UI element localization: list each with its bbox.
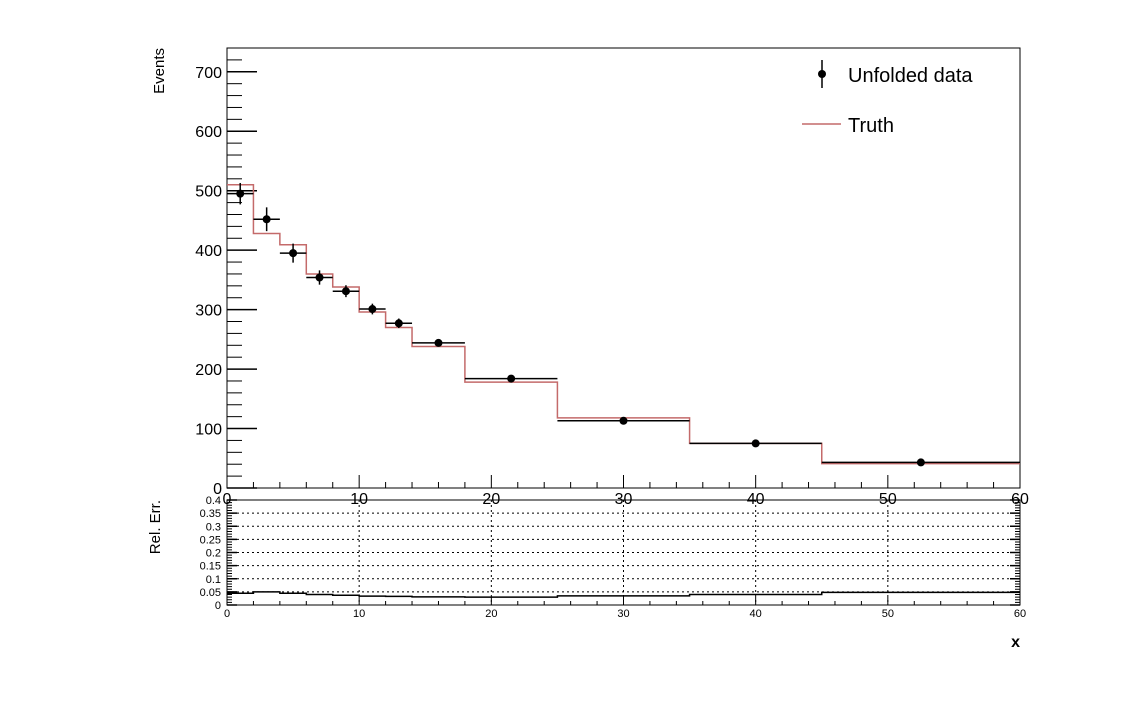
ratio-x-tick-label: 50 <box>882 608 894 620</box>
data-point <box>368 305 377 314</box>
ratio-y-tick-label: 0.35 <box>200 508 221 520</box>
ratio-y-tick-label: 0.25 <box>200 534 221 546</box>
ratio-x-tick-label: 60 <box>1014 608 1026 620</box>
ratio-series <box>227 591 1020 598</box>
main-axis-ticks: 01002003004005006007000102030405060 <box>195 59 1029 508</box>
data-point <box>341 287 350 296</box>
ratio-y-tick-label: 0 <box>215 600 221 612</box>
legend-data-marker <box>818 70 826 78</box>
rel-err-step-line <box>227 591 1020 598</box>
truth-step-line <box>227 184 1020 465</box>
data-point <box>315 273 324 282</box>
ratio-y-tick-label: 0.05 <box>200 587 221 599</box>
main-x-tick-label: 40 <box>747 491 765 508</box>
ratio-x-tick-label: 0 <box>224 608 230 620</box>
main-y-axis-title: Events <box>151 48 168 94</box>
ratio-x-tick-label: 40 <box>750 608 762 620</box>
data-point <box>262 215 271 224</box>
data-point <box>619 416 628 425</box>
data-point <box>434 338 443 347</box>
legend-entry-unfolded-data: Unfolded data <box>848 65 973 87</box>
ratio-y-tick-label: 0.15 <box>200 561 221 573</box>
main-y-tick-label: 0 <box>213 481 222 498</box>
ratio-y-tick-label: 0.2 <box>206 548 221 560</box>
data-point <box>507 374 516 383</box>
main-x-tick-label: 20 <box>482 491 500 508</box>
ratio-y-tick-label: 0.3 <box>206 521 221 533</box>
main-x-tick-label: 60 <box>1011 491 1029 508</box>
ratio-y-tick-label: 0.4 <box>206 495 221 507</box>
main-y-tick-label: 400 <box>195 243 222 260</box>
ratio-y-axis-title: Rel. Err. <box>147 500 164 554</box>
ratio-y-tick-label: 0.1 <box>206 574 221 586</box>
main-y-tick-label: 200 <box>195 362 222 379</box>
main-y-tick-label: 500 <box>195 184 222 201</box>
data-point <box>916 458 925 467</box>
main-x-tick-label: 30 <box>615 491 633 508</box>
main-x-tick-label: 50 <box>879 491 897 508</box>
main-y-tick-label: 100 <box>195 422 222 439</box>
main-y-tick-label: 600 <box>195 124 222 141</box>
main-y-tick-label: 300 <box>195 303 222 320</box>
ratio-x-tick-label: 30 <box>617 608 629 620</box>
main-y-tick-label: 700 <box>195 65 222 82</box>
data-point <box>289 249 298 258</box>
ratio-grid <box>227 500 1020 605</box>
main-series <box>227 182 1020 467</box>
ratio-x-tick-label: 20 <box>485 608 497 620</box>
data-point <box>236 189 245 198</box>
data-point <box>394 319 403 328</box>
main-x-tick-label: 10 <box>350 491 368 508</box>
ratio-axis-ticks: 00.050.10.150.2 0.250.30.350.4 0 10 20 30 40 50… <box>200 495 1027 620</box>
data-point <box>751 439 760 448</box>
ratio-x-tick-label: 10 <box>353 608 365 620</box>
x-axis-title: x <box>1011 634 1020 651</box>
legend-entry-truth: Truth <box>848 115 894 137</box>
legend: Unfolded data Truth <box>802 60 973 137</box>
